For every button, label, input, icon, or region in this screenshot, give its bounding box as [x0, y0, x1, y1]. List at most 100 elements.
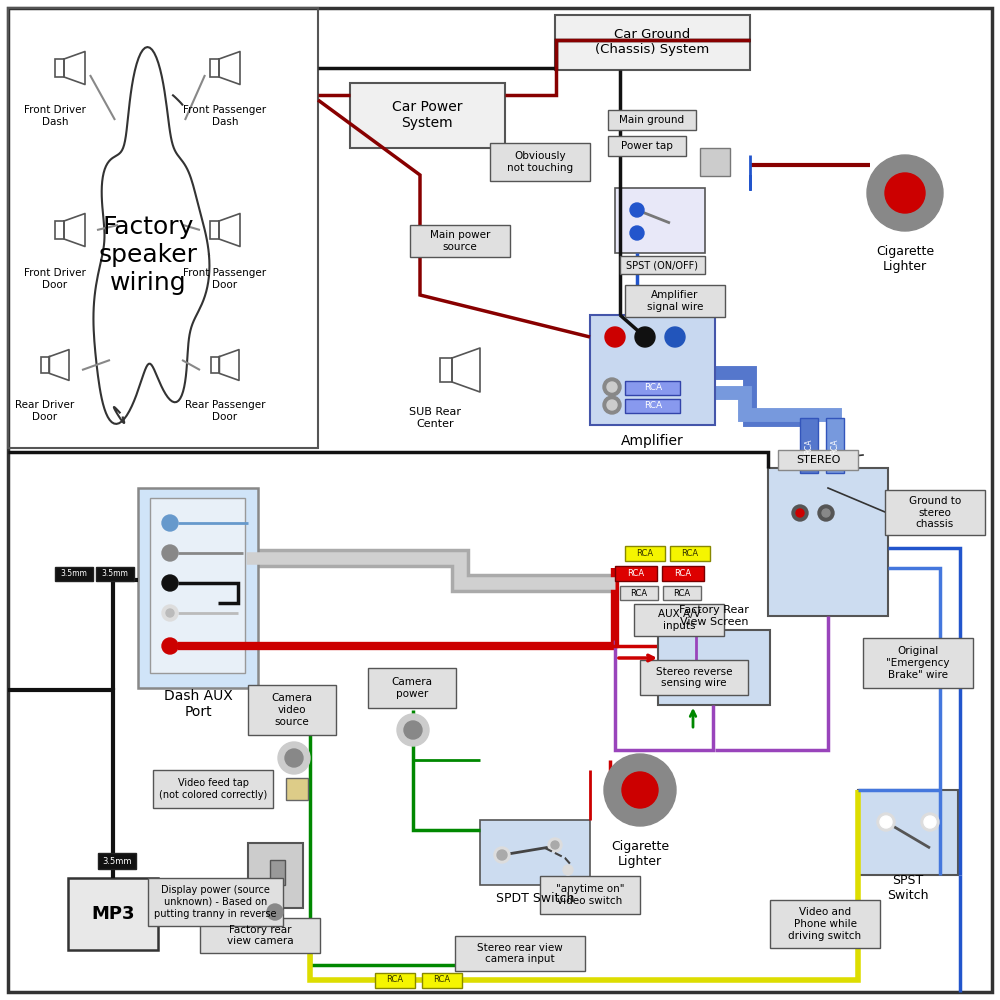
Circle shape — [162, 605, 178, 621]
Text: Obviously
not touching: Obviously not touching — [507, 151, 573, 173]
Circle shape — [630, 203, 644, 217]
Text: RCA: RCA — [830, 438, 840, 454]
FancyBboxPatch shape — [248, 685, 336, 735]
Text: 3.5mm: 3.5mm — [61, 570, 87, 578]
Text: RCA: RCA — [630, 588, 648, 597]
Circle shape — [665, 327, 685, 347]
Text: Cigarette
Lighter: Cigarette Lighter — [876, 245, 934, 273]
Circle shape — [551, 841, 559, 849]
Text: Video feed tap
(not colored correctly): Video feed tap (not colored correctly) — [159, 778, 267, 800]
FancyBboxPatch shape — [150, 498, 245, 673]
FancyBboxPatch shape — [658, 630, 770, 705]
Text: Front Driver
Dash: Front Driver Dash — [24, 105, 86, 127]
FancyBboxPatch shape — [634, 604, 724, 636]
FancyBboxPatch shape — [455, 936, 585, 971]
Circle shape — [607, 382, 617, 392]
FancyBboxPatch shape — [620, 256, 705, 274]
FancyBboxPatch shape — [422, 973, 462, 988]
Circle shape — [867, 155, 943, 231]
Text: Stereo reverse
sensing wire: Stereo reverse sensing wire — [656, 667, 732, 688]
FancyBboxPatch shape — [138, 488, 258, 688]
Circle shape — [278, 742, 310, 774]
FancyBboxPatch shape — [41, 357, 49, 373]
FancyBboxPatch shape — [375, 973, 415, 988]
Text: Front Driver
Door: Front Driver Door — [24, 268, 86, 290]
FancyBboxPatch shape — [778, 450, 858, 470]
FancyBboxPatch shape — [270, 860, 285, 885]
Circle shape — [404, 721, 422, 739]
FancyBboxPatch shape — [615, 188, 705, 253]
FancyBboxPatch shape — [200, 918, 320, 953]
Circle shape — [822, 509, 830, 517]
Text: SPST
Switch: SPST Switch — [887, 874, 929, 902]
FancyBboxPatch shape — [211, 357, 219, 373]
Circle shape — [166, 609, 174, 617]
FancyBboxPatch shape — [885, 490, 985, 535]
Text: Car Ground
(Chassis) System: Car Ground (Chassis) System — [595, 28, 709, 56]
Text: Amplifier
signal wire: Amplifier signal wire — [647, 290, 703, 312]
FancyBboxPatch shape — [490, 143, 590, 181]
FancyBboxPatch shape — [625, 399, 680, 413]
Circle shape — [548, 838, 562, 852]
Circle shape — [605, 327, 625, 347]
FancyBboxPatch shape — [210, 59, 219, 77]
FancyBboxPatch shape — [590, 315, 715, 425]
Text: Ground to
stereo
chassis: Ground to stereo chassis — [909, 496, 961, 529]
Circle shape — [622, 772, 658, 808]
Circle shape — [604, 754, 676, 826]
Circle shape — [162, 545, 178, 561]
Circle shape — [267, 904, 283, 920]
Circle shape — [497, 850, 507, 860]
Text: Cigarette
Lighter: Cigarette Lighter — [611, 840, 669, 868]
FancyBboxPatch shape — [480, 820, 590, 885]
Circle shape — [924, 816, 936, 828]
FancyBboxPatch shape — [663, 586, 701, 600]
FancyBboxPatch shape — [96, 567, 134, 581]
Circle shape — [921, 813, 939, 831]
Text: RCA: RCA — [674, 568, 692, 578]
Text: "anytime on"
video switch: "anytime on" video switch — [556, 884, 624, 906]
Text: RCA: RCA — [627, 568, 645, 578]
Circle shape — [494, 847, 510, 863]
Text: Factory Rear
View Screen: Factory Rear View Screen — [679, 605, 749, 627]
Text: Front Passenger
Dash: Front Passenger Dash — [183, 105, 267, 127]
FancyBboxPatch shape — [68, 878, 158, 950]
Circle shape — [635, 327, 655, 347]
Text: MP3: MP3 — [91, 905, 135, 923]
FancyBboxPatch shape — [55, 221, 64, 239]
FancyBboxPatch shape — [608, 110, 696, 130]
Text: Factory
speaker
wiring: Factory speaker wiring — [98, 215, 198, 295]
Text: SPST (ON/OFF): SPST (ON/OFF) — [626, 260, 698, 270]
FancyBboxPatch shape — [858, 790, 958, 875]
FancyBboxPatch shape — [625, 546, 665, 561]
FancyBboxPatch shape — [440, 358, 452, 382]
FancyBboxPatch shape — [350, 83, 505, 148]
Text: Rear Passenger
Door: Rear Passenger Door — [185, 400, 265, 422]
Text: RCA: RCA — [644, 383, 662, 392]
Text: SPDT Switch: SPDT Switch — [496, 892, 574, 904]
Text: RCA: RCA — [673, 588, 691, 597]
FancyBboxPatch shape — [640, 660, 748, 695]
FancyBboxPatch shape — [608, 136, 686, 156]
Circle shape — [162, 515, 178, 531]
Circle shape — [885, 173, 925, 213]
FancyBboxPatch shape — [368, 668, 456, 708]
Text: Rear Driver
Door: Rear Driver Door — [15, 400, 75, 422]
Text: Display power (source
unknown) - Based on
putting tranny in reverse: Display power (source unknown) - Based o… — [154, 885, 277, 919]
FancyBboxPatch shape — [615, 566, 657, 581]
Circle shape — [603, 396, 621, 414]
FancyBboxPatch shape — [625, 285, 725, 317]
FancyBboxPatch shape — [540, 876, 640, 914]
Text: RCA: RCA — [433, 976, 451, 984]
FancyBboxPatch shape — [625, 381, 680, 395]
Text: SUB Rear
Center: SUB Rear Center — [409, 407, 461, 429]
Text: RCA: RCA — [804, 438, 814, 454]
Circle shape — [818, 505, 834, 521]
Circle shape — [162, 638, 178, 654]
FancyBboxPatch shape — [55, 59, 64, 77]
Text: Front Passenger
Door: Front Passenger Door — [183, 268, 267, 290]
Text: Camera
power: Camera power — [392, 677, 432, 699]
Text: Factory rear
view camera: Factory rear view camera — [227, 925, 293, 946]
FancyBboxPatch shape — [210, 221, 219, 239]
FancyBboxPatch shape — [670, 546, 710, 561]
